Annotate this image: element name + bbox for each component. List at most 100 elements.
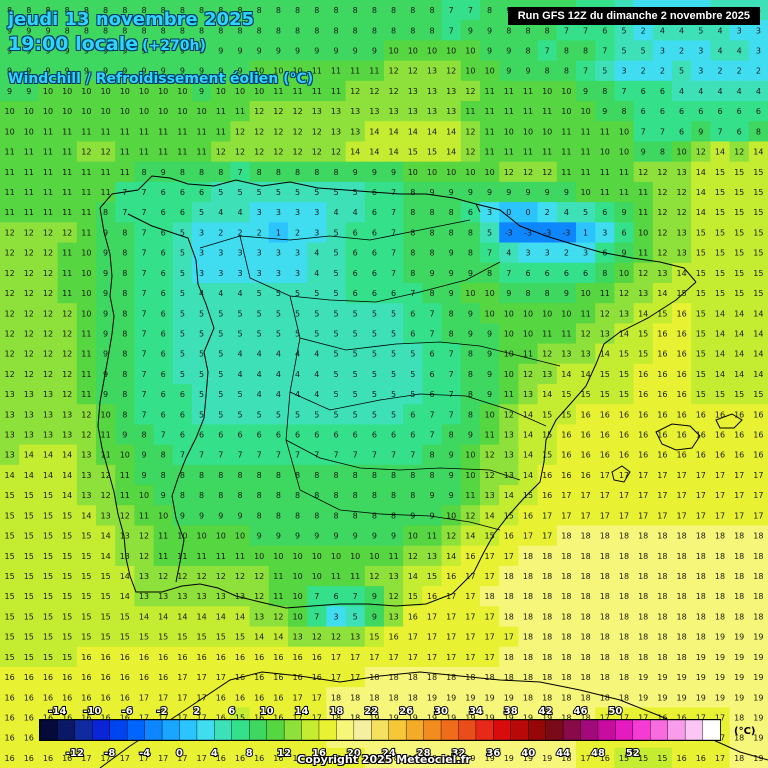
grid-value: 16: [619, 431, 629, 440]
field-cell: [115, 0, 135, 21]
grid-value: 7: [141, 208, 146, 217]
field-cell: [153, 586, 174, 607]
grid-value: 8: [257, 511, 262, 520]
grid-value: 5: [199, 370, 204, 379]
grid-value: 11: [43, 127, 53, 136]
field-cell: [0, 606, 20, 628]
field-cell: [364, 202, 385, 223]
field-cell: [441, 586, 462, 607]
grid-value: 8: [199, 471, 204, 480]
grid-value: 17: [504, 633, 514, 642]
field-cell: [115, 202, 135, 223]
grid-value: 7: [122, 208, 127, 217]
field-cell: [0, 101, 20, 122]
grid-value: 11: [600, 168, 610, 177]
field-cell: [384, 202, 404, 223]
grid-value: 8: [333, 471, 338, 480]
grid-value: 9: [199, 511, 204, 520]
grid-value: 18: [619, 633, 629, 642]
grid-value: 7: [141, 350, 146, 359]
field-cell: [422, 303, 443, 324]
grid-value: 13: [561, 350, 571, 359]
grid-value: 9: [564, 188, 569, 197]
legend-swatch: [667, 719, 686, 741]
grid-value: 16: [638, 370, 648, 379]
grid-value: 6: [698, 107, 703, 116]
field-cell: [115, 586, 135, 607]
field-cell: [652, 80, 673, 102]
field-cell: [38, 545, 59, 567]
grid-value: 5: [314, 309, 319, 318]
grid-value: 14: [389, 148, 399, 157]
grid-value: 6: [468, 208, 473, 217]
grid-value: 10: [197, 107, 207, 116]
field-cell: [134, 282, 155, 304]
grid-value: 15: [139, 633, 149, 642]
grid-value: 17: [293, 693, 303, 702]
grid-value: 5: [237, 188, 242, 197]
grid-value: 15: [715, 289, 725, 298]
legend-swatch: [405, 719, 425, 741]
field-cell: [614, 282, 635, 304]
field-cell: [76, 40, 97, 62]
field-cell: [441, 485, 462, 506]
grid-value: 13: [5, 390, 15, 399]
grid-value: 5: [180, 269, 185, 278]
grid-value: 8: [372, 511, 377, 520]
grid-value: 13: [389, 572, 399, 581]
grid-value: 5: [621, 26, 626, 35]
legend-tick-label: 30: [434, 706, 448, 717]
grid-value: 15: [81, 552, 91, 561]
field-cell: [230, 0, 251, 21]
field-cell: [364, 303, 385, 324]
grid-value: 17: [638, 511, 648, 520]
grid-value: 8: [410, 228, 415, 237]
grid-value: 10: [293, 612, 303, 621]
field-cell: [249, 323, 270, 345]
grid-value: 18: [561, 633, 571, 642]
field-cell: [480, 363, 500, 385]
grid-value: 11: [177, 148, 187, 157]
field-cell: [384, 242, 404, 264]
field-cell: [556, 222, 577, 244]
grid-value: 6: [333, 592, 338, 601]
field-cell: [192, 20, 212, 42]
grid-value: 10: [465, 289, 475, 298]
grid-value: 11: [177, 127, 187, 136]
field-cell: [345, 121, 366, 143]
field-cell: [288, 262, 308, 284]
grid-value: 3: [199, 228, 204, 237]
grid-value: 6: [602, 26, 607, 35]
grid-value: 3: [276, 269, 281, 278]
field-cell: [249, 242, 270, 264]
field-cell: [211, 323, 231, 345]
field-cell: [96, 404, 116, 426]
grid-value: 18: [696, 612, 706, 621]
legend-swatch: [353, 719, 372, 741]
grid-value: 8: [314, 6, 319, 15]
field-cell: [249, 161, 270, 183]
field-cell: [249, 363, 270, 385]
grid-value: 16: [43, 693, 53, 702]
field-cell: [153, 60, 174, 82]
grid-value: 6: [161, 370, 166, 379]
grid-value: 10: [369, 552, 379, 561]
field-cell: [537, 525, 558, 547]
grid-value: 6: [679, 127, 684, 136]
grid-value: 19: [677, 673, 687, 682]
grid-value: 10: [43, 107, 53, 116]
field-cell: [672, 505, 692, 527]
field-cell: [326, 565, 347, 587]
field-cell: [249, 40, 270, 62]
grid-value: 10: [446, 168, 456, 177]
grid-value: 8: [545, 67, 550, 76]
grid-value: 8: [276, 6, 281, 15]
grid-value: 13: [43, 431, 53, 440]
field-cell: [230, 485, 251, 506]
field-cell: [57, 363, 78, 385]
grid-value: 12: [81, 431, 91, 440]
grid-value: 5: [353, 612, 358, 621]
grid-value: 15: [619, 350, 629, 359]
grid-value: 17: [158, 693, 168, 702]
field-cell: [96, 60, 116, 82]
